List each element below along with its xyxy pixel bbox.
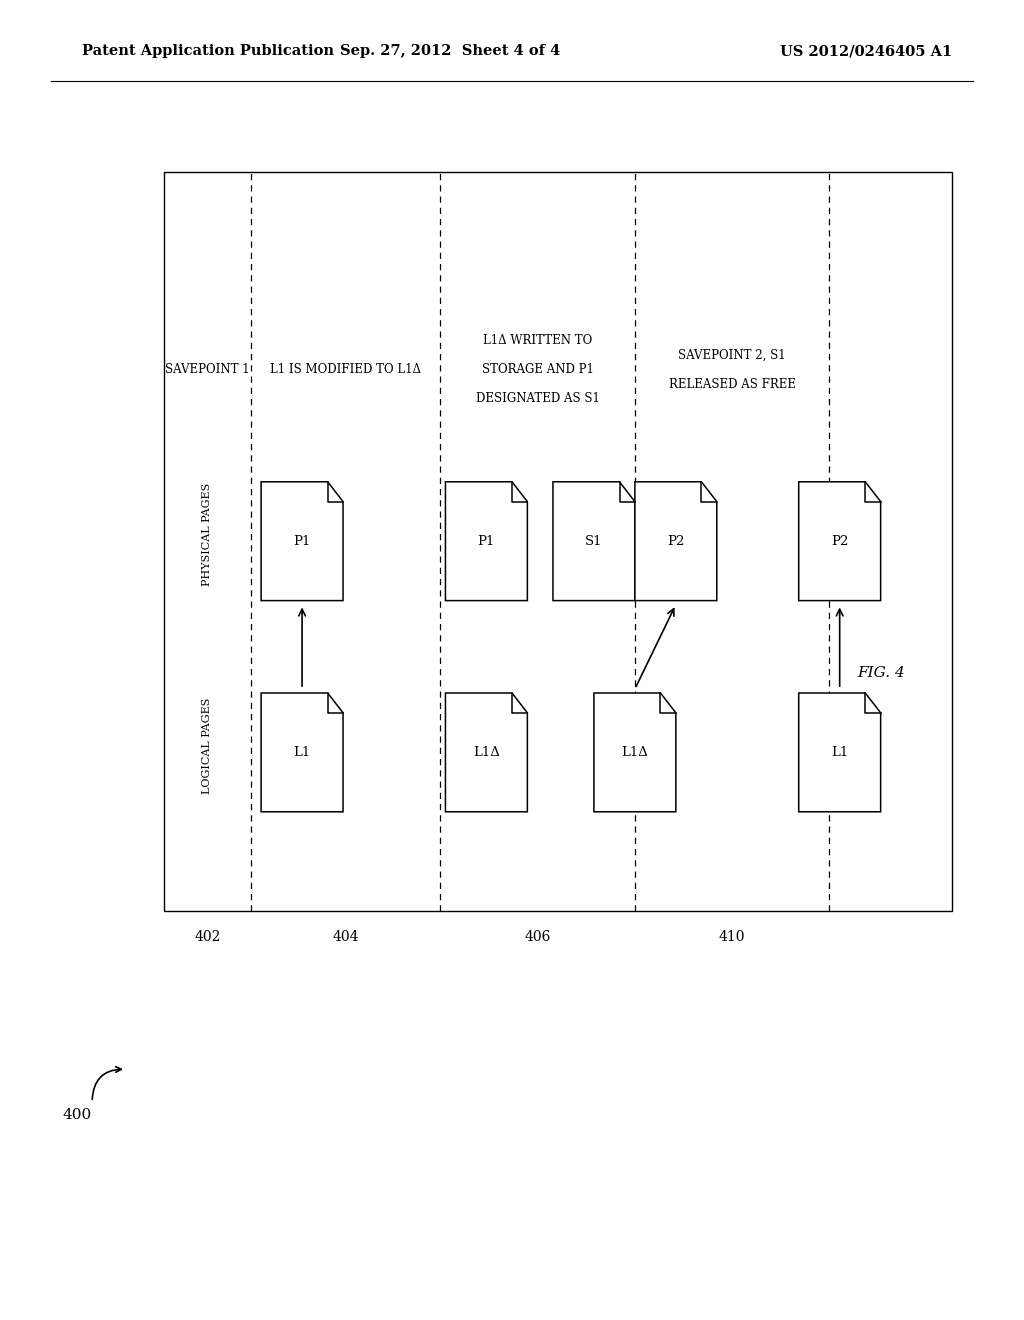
Text: 404: 404 (333, 931, 358, 944)
Text: P2: P2 (831, 535, 848, 548)
Text: L1Δ: L1Δ (622, 746, 648, 759)
Text: LOGICAL PAGES: LOGICAL PAGES (203, 697, 212, 795)
Text: L1: L1 (294, 746, 310, 759)
Text: L1 IS MODIFIED TO L1Δ: L1 IS MODIFIED TO L1Δ (270, 363, 421, 376)
Polygon shape (445, 693, 527, 812)
Text: S1: S1 (585, 535, 603, 548)
Text: US 2012/0246405 A1: US 2012/0246405 A1 (780, 45, 952, 58)
Text: SAVEPOINT 2, S1: SAVEPOINT 2, S1 (678, 348, 786, 362)
Polygon shape (553, 482, 635, 601)
Text: Sep. 27, 2012  Sheet 4 of 4: Sep. 27, 2012 Sheet 4 of 4 (340, 45, 561, 58)
Text: 400: 400 (62, 1109, 91, 1122)
Text: L1Δ WRITTEN TO: L1Δ WRITTEN TO (483, 334, 592, 347)
Text: FIG. 4: FIG. 4 (857, 667, 904, 680)
Text: PHYSICAL PAGES: PHYSICAL PAGES (203, 483, 212, 586)
Text: P2: P2 (668, 535, 684, 548)
Text: DESIGNATED AS S1: DESIGNATED AS S1 (476, 392, 599, 405)
Text: P1: P1 (478, 535, 495, 548)
Text: RELEASED AS FREE: RELEASED AS FREE (669, 378, 796, 391)
Text: L1Δ: L1Δ (473, 746, 500, 759)
Text: P1: P1 (294, 535, 310, 548)
Text: Patent Application Publication: Patent Application Publication (82, 45, 334, 58)
Polygon shape (445, 482, 527, 601)
Text: STORAGE AND P1: STORAGE AND P1 (481, 363, 594, 376)
Text: 402: 402 (195, 931, 220, 944)
Polygon shape (635, 482, 717, 601)
Polygon shape (261, 482, 343, 601)
Polygon shape (261, 693, 343, 812)
Text: 410: 410 (719, 931, 745, 944)
Text: L1: L1 (831, 746, 848, 759)
Text: SAVEPOINT 1: SAVEPOINT 1 (165, 363, 250, 376)
Polygon shape (799, 482, 881, 601)
Polygon shape (594, 693, 676, 812)
Text: 406: 406 (524, 931, 551, 944)
Polygon shape (799, 693, 881, 812)
